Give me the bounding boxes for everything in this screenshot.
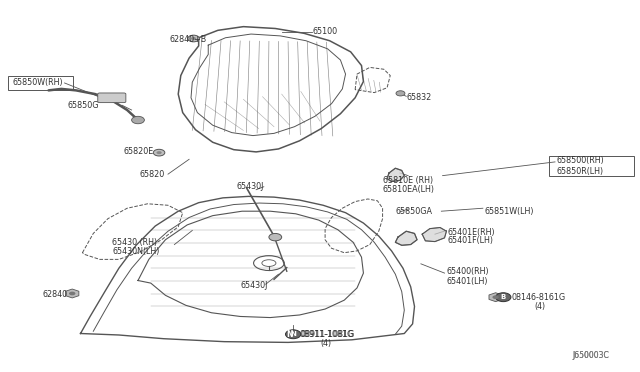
Text: 65850GA: 65850GA: [396, 207, 433, 216]
Circle shape: [132, 116, 145, 124]
Circle shape: [191, 37, 196, 40]
Text: 65401(LH): 65401(LH): [447, 277, 488, 286]
Polygon shape: [422, 228, 447, 241]
Text: 65820: 65820: [140, 170, 165, 179]
Text: 65820E: 65820E: [124, 147, 154, 156]
Text: 65850W(RH): 65850W(RH): [12, 78, 63, 87]
Circle shape: [269, 234, 282, 241]
Text: 65400(RH): 65400(RH): [447, 267, 489, 276]
Text: 658500(RH): 658500(RH): [556, 155, 604, 164]
Text: (4): (4): [534, 302, 545, 311]
Text: B: B: [500, 294, 506, 300]
Text: 65850G: 65850G: [68, 101, 99, 110]
Circle shape: [154, 149, 165, 156]
Circle shape: [157, 151, 162, 154]
Text: 62840+B: 62840+B: [170, 35, 207, 44]
Circle shape: [396, 91, 405, 96]
Text: 65430J: 65430J: [240, 281, 268, 290]
Text: 65850R(LH): 65850R(LH): [556, 167, 604, 176]
Text: J650003C: J650003C: [572, 351, 609, 360]
Text: 08911-1081G: 08911-1081G: [301, 330, 355, 339]
Circle shape: [69, 292, 76, 295]
Text: 65832: 65832: [406, 93, 431, 102]
Text: (4): (4): [320, 339, 331, 348]
Text: 65810EA(LH): 65810EA(LH): [383, 185, 435, 194]
Text: N: N: [291, 331, 296, 337]
Text: N: N: [287, 330, 293, 339]
Text: 65430J: 65430J: [237, 182, 264, 191]
Circle shape: [188, 35, 199, 42]
Polygon shape: [387, 168, 404, 182]
Text: 62840: 62840: [42, 290, 67, 299]
Polygon shape: [396, 231, 417, 245]
Text: 65401F(LH): 65401F(LH): [448, 236, 493, 246]
Text: 08911-1081G: 08911-1081G: [300, 330, 354, 339]
Text: J650003C: J650003C: [572, 351, 609, 360]
Circle shape: [285, 330, 301, 339]
Circle shape: [492, 295, 499, 299]
Text: 65430N(LH): 65430N(LH): [113, 247, 160, 256]
Text: 65810E (RH): 65810E (RH): [383, 176, 433, 185]
Text: 65100: 65100: [312, 26, 337, 36]
Circle shape: [495, 293, 511, 302]
Text: 65430 (RH): 65430 (RH): [113, 238, 157, 247]
FancyBboxPatch shape: [98, 93, 126, 103]
Text: 65851W(LH): 65851W(LH): [484, 207, 534, 216]
Text: 08146-8161G: 08146-8161G: [511, 293, 566, 302]
Text: 65401E(RH): 65401E(RH): [448, 228, 495, 237]
